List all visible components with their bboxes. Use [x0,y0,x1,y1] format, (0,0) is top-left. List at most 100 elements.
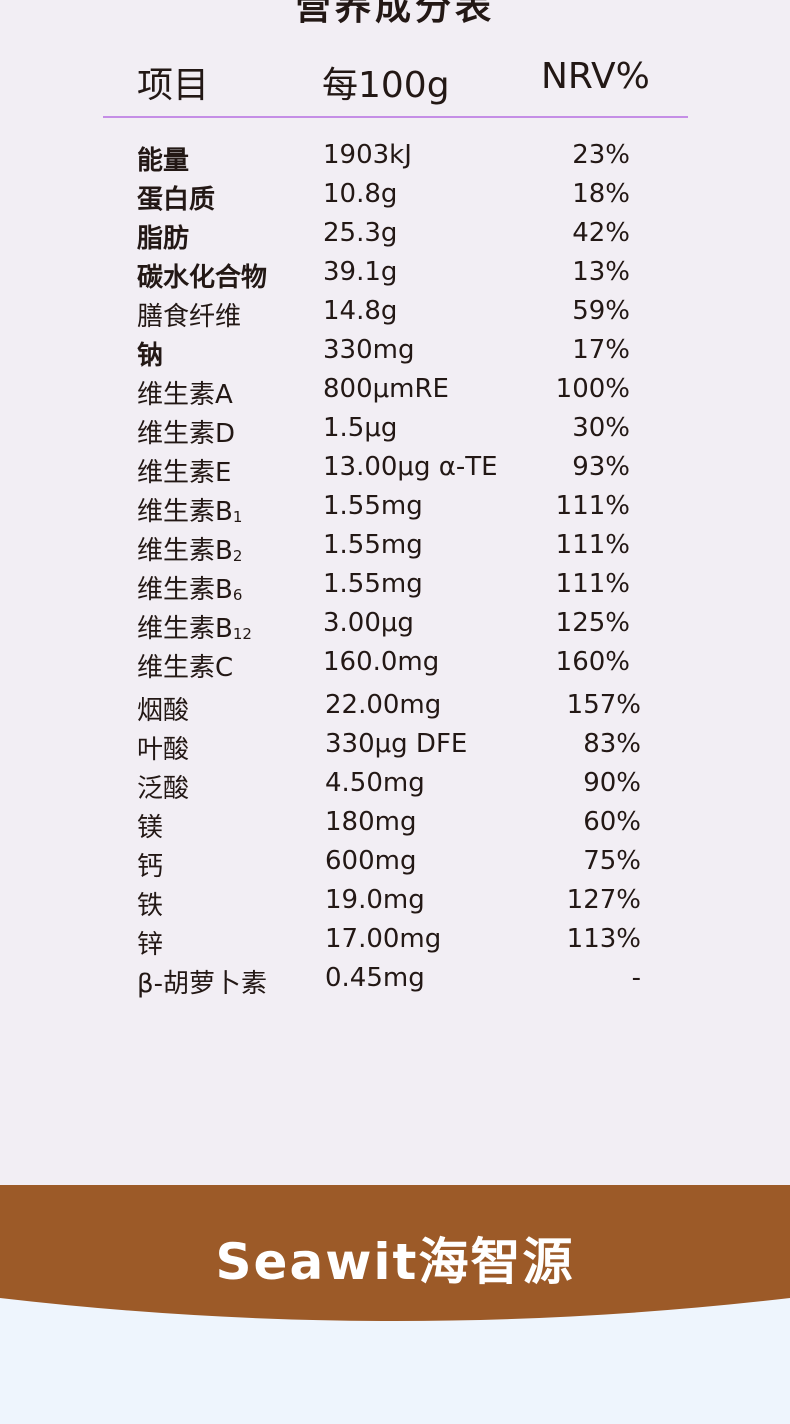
table-row: 镁 180mg 60% [0,807,790,846]
nutrient-value: 330μg DFE [325,729,468,759]
nutrient-nrv: 60% [583,807,641,837]
nutrient-nrv: 83% [583,729,641,759]
nutrient-value: 1.55mg [323,530,423,560]
nutrient-label: 泛酸 [137,774,190,804]
nutrient-nrv: - [631,963,641,993]
nutrient-label: 膳食纤维 [137,302,242,332]
nutrient-nrv: 75% [583,846,641,876]
nutrient-value: 14.8g [323,296,398,326]
nutrient-nrv: 111% [555,530,630,560]
nutrient-value: 180mg [325,807,417,837]
nutrient-name: 维生素B1 [137,491,242,528]
nutrient-name: 维生素E [137,452,231,489]
nutrient-value: 39.1g [323,257,398,287]
nutrient-nrv: 18% [572,179,630,209]
nutrient-subscript: 2 [232,547,243,565]
nutrient-label: 碳水化合物 [137,263,268,293]
nutrient-nrv: 42% [572,218,630,248]
nutrient-label: 钠 [137,341,164,371]
table-row: 铁 19.0mg 127% [0,885,790,924]
table-row: 膳食纤维 14.8g 59% [0,296,790,335]
nutrient-name: 叶酸 [137,729,189,766]
nutrient-name: β-胡萝卜素 [137,963,267,1000]
nutrient-label: 锌 [137,930,164,960]
nutrient-label: 蛋白质 [137,185,216,215]
nutrient-subscript: 12 [232,625,252,643]
nutrient-label: 维生素E [137,458,232,488]
nutrient-name: 维生素B2 [137,530,242,567]
nutrient-value: 1.5μg [323,413,398,443]
nutrient-value: 22.00mg [325,690,442,720]
nutrient-nrv: 157% [566,690,641,720]
nutrient-name: 维生素B12 [137,608,252,645]
nutrient-value: 13.00μg α-TE [323,452,498,482]
nutrient-value: 800μmRE [323,374,449,404]
table-row: 维生素D 1.5μg 30% [0,413,790,452]
nutrient-label: 脂肪 [137,224,190,254]
nutrient-label: 维生素B [137,575,233,605]
nutrient-value: 25.3g [323,218,398,248]
nutrient-label: 镁 [137,813,164,843]
nutrient-name: 锌 [137,924,163,961]
nutrient-nrv: 111% [555,569,630,599]
nutrient-name: 烟酸 [137,690,189,727]
nutrient-name: 钠 [137,335,163,372]
nutrient-name: 碳水化合物 [137,257,267,294]
nutrient-label: β-胡萝卜素 [137,969,267,999]
nutrient-nrv: 125% [555,608,630,638]
nutrient-nrv: 93% [572,452,630,482]
table-row: 钠 330mg 17% [0,335,790,374]
nutrient-value: 600mg [325,846,417,876]
header-per100g: 每100g [322,65,450,106]
nutrient-nrv: 30% [572,413,630,443]
nutrient-nrv: 113% [566,924,641,954]
nutrient-nrv: 160% [555,647,630,677]
nutrient-label: 钙 [137,852,164,882]
nutrient-name: 脂肪 [137,218,189,255]
nutrient-nrv: 59% [572,296,630,326]
table-row: 能量 1903kJ 23% [0,140,790,179]
nutrient-nrv: 111% [555,491,630,521]
nutrient-label: 维生素C [137,653,234,683]
nutrient-value: 3.00μg [323,608,414,638]
brand-logo: Seawit海智源 [215,1233,575,1291]
nutrient-label: 维生素D [137,419,236,449]
nutrient-label: 维生素B [137,497,233,527]
nutrient-nrv: 17% [572,335,630,365]
table-row: 锌 17.00mg 113% [0,924,790,963]
nutrient-name: 维生素B6 [137,569,242,606]
nutrient-nrv: 23% [572,140,630,170]
nutrient-value: 10.8g [323,179,398,209]
table-row: 蛋白质 10.8g 18% [0,179,790,218]
nutrient-value: 0.45mg [325,963,425,993]
nutrient-value: 330mg [323,335,415,365]
nutrient-nrv: 127% [566,885,641,915]
nutrient-value: 19.0mg [325,885,425,915]
table-row: 维生素B1 1.55mg 111% [0,491,790,530]
bottom-curve [0,1296,790,1321]
nutrient-label: 维生素B [137,614,233,644]
nutrient-nrv: 90% [583,768,641,798]
nutrient-name: 钙 [137,846,163,883]
page-title: 营养成分表 [294,0,495,28]
nutrient-subscript: 1 [232,508,243,526]
table-row: 脂肪 25.3g 42% [0,218,790,257]
table-row: 叶酸 330μg DFE 83% [0,729,790,768]
nutrient-value: 1.55mg [323,491,423,521]
nutrient-value: 160.0mg [323,647,440,677]
nutrient-value: 1903kJ [323,140,412,170]
table-row: 维生素C 160.0mg 160% [0,647,790,686]
nutrient-label: 烟酸 [137,696,190,726]
nutrient-subscript: 6 [232,586,243,604]
nutrient-value: 17.00mg [325,924,442,954]
nutrient-value: 1.55mg [323,569,423,599]
nutrient-label: 能量 [137,146,190,176]
nutrient-label: 铁 [137,891,164,921]
table-row: 维生素E 13.00μg α-TE 93% [0,452,790,491]
nutrient-name: 维生素C [137,647,233,684]
table-row: 烟酸 22.00mg 157% [0,690,790,729]
nutrient-label: 维生素B [137,536,233,566]
nutrient-label: 叶酸 [137,735,190,765]
header-divider [103,116,688,118]
table-row: 维生素A 800μmRE 100% [0,374,790,413]
